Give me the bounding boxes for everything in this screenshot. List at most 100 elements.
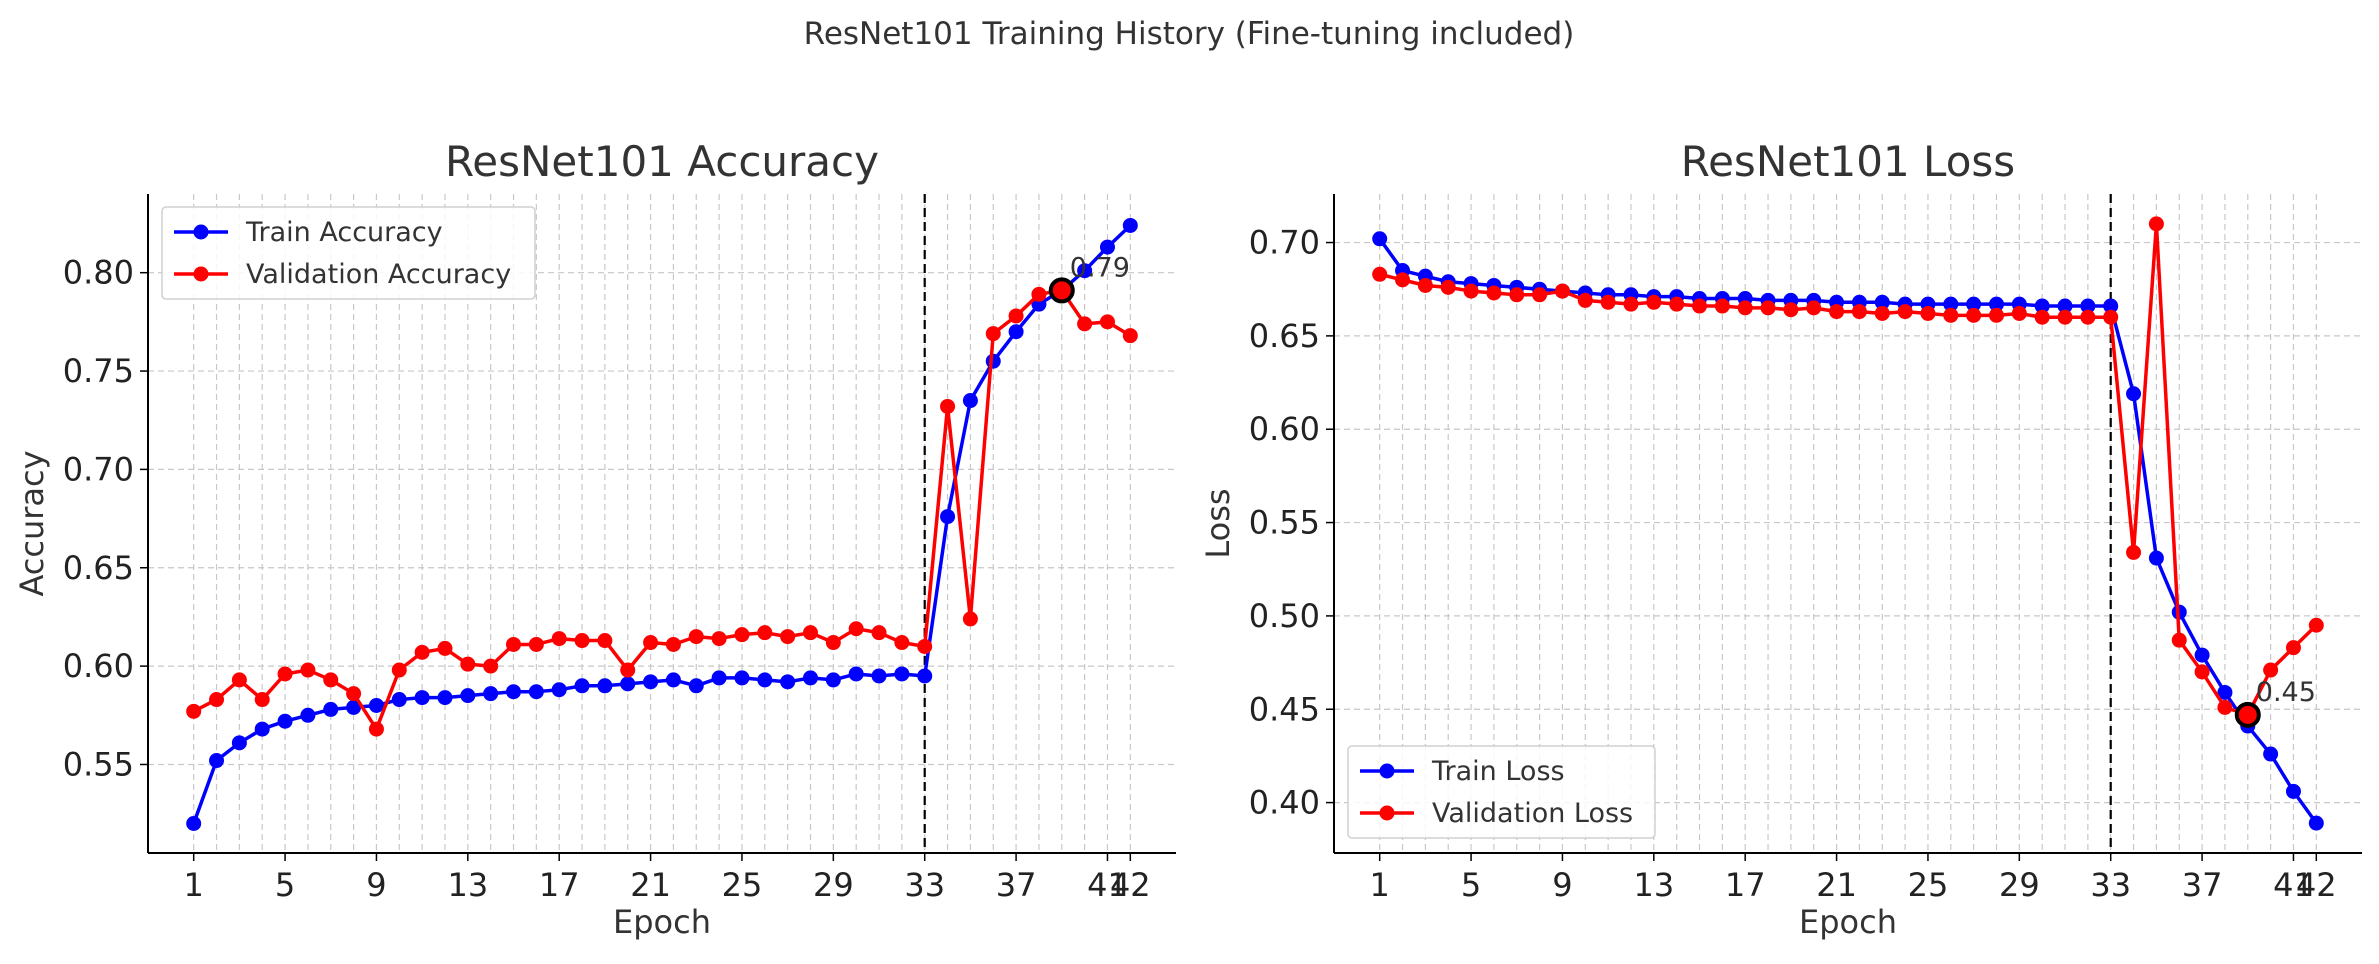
x-tick-label: 1 <box>184 866 204 904</box>
data-point <box>506 636 522 652</box>
data-point <box>1099 239 1115 255</box>
data-point <box>917 638 933 654</box>
y-axis-label: Loss <box>1199 488 1237 558</box>
data-point <box>1874 294 1890 310</box>
data-point <box>1943 307 1959 323</box>
data-point <box>437 640 453 656</box>
data-point <box>346 699 362 715</box>
x-tick-label: 37 <box>996 866 1037 904</box>
data-point <box>574 678 590 694</box>
data-point <box>780 629 796 645</box>
data-point <box>300 662 316 678</box>
legend-label: Train Accuracy <box>245 217 443 248</box>
data-point <box>323 672 339 688</box>
x-tick-label: 9 <box>1552 866 1572 904</box>
data-point <box>620 676 636 692</box>
data-point <box>368 697 384 713</box>
data-point <box>1417 277 1433 293</box>
data-point <box>917 668 933 684</box>
data-point <box>186 815 202 831</box>
data-point <box>1395 272 1411 288</box>
data-point <box>848 621 864 637</box>
data-point <box>254 692 270 708</box>
best-point-label: 0.79 <box>1070 252 1130 283</box>
data-point <box>2217 684 2233 700</box>
x-tick-label: 13 <box>447 866 488 904</box>
data-point <box>2217 699 2233 715</box>
legend-label: Validation Accuracy <box>246 259 511 290</box>
data-point <box>209 692 225 708</box>
data-point <box>2057 309 2073 325</box>
data-point <box>1806 300 1822 316</box>
data-point <box>209 753 225 769</box>
data-point <box>186 703 202 719</box>
data-point <box>460 688 476 704</box>
x-tick-label: 41 <box>2273 866 2314 904</box>
data-point <box>1008 324 1024 340</box>
y-tick-label: 0.70 <box>63 450 134 488</box>
y-tick-label: 0.55 <box>63 745 134 783</box>
data-point <box>962 393 978 409</box>
data-point <box>2308 815 2324 831</box>
data-point <box>460 656 476 672</box>
data-point <box>643 635 659 651</box>
data-point <box>2194 647 2210 663</box>
data-point <box>414 690 430 706</box>
y-tick-label: 0.80 <box>63 254 134 292</box>
x-axis-label: Epoch <box>1799 903 1897 941</box>
data-point <box>597 678 613 694</box>
data-point <box>1897 304 1913 320</box>
x-tick-label: 29 <box>1999 866 2040 904</box>
data-point <box>2034 309 2050 325</box>
data-point <box>1966 307 1982 323</box>
data-point <box>825 635 841 651</box>
y-axis-label: Accuracy <box>13 450 51 596</box>
y-tick-label: 0.75 <box>63 352 134 390</box>
series-validation <box>1372 216 2324 723</box>
data-point <box>802 625 818 641</box>
x-tick-label: 17 <box>1725 866 1766 904</box>
data-point <box>1646 294 1662 310</box>
chart-title: ResNet101 Accuracy <box>445 137 879 186</box>
series-validation <box>186 282 1138 737</box>
data-point <box>894 666 910 682</box>
data-point <box>528 636 544 652</box>
data-point <box>1077 263 1093 279</box>
x-tick-label: 25 <box>722 866 763 904</box>
data-point <box>2080 309 2096 325</box>
data-point <box>2285 640 2301 656</box>
x-tick-label: 33 <box>904 866 945 904</box>
best-point-marker <box>2234 701 2261 728</box>
data-point <box>1122 217 1138 233</box>
x-tick-label: 21 <box>1816 866 1857 904</box>
data-point <box>506 684 522 700</box>
data-point <box>1122 328 1138 344</box>
data-point <box>231 672 247 688</box>
data-point <box>254 721 270 737</box>
data-point <box>1851 304 1867 320</box>
data-point <box>1077 316 1093 332</box>
data-point <box>1760 300 1776 316</box>
data-point <box>1440 279 1456 295</box>
data-point <box>1692 298 1708 314</box>
legend: Train Loss Validation Loss <box>1347 745 1656 839</box>
x-tick-label: 37 <box>2182 866 2223 904</box>
data-point <box>2126 386 2142 402</box>
data-point <box>1966 296 1982 312</box>
data-point <box>1486 285 1502 301</box>
x-tick-label: 21 <box>630 866 671 904</box>
data-point <box>277 713 293 729</box>
data-point <box>2080 298 2096 314</box>
data-point <box>940 398 956 414</box>
data-point <box>323 701 339 717</box>
y-tick-label: 0.40 <box>1249 784 1320 822</box>
data-point <box>871 625 887 641</box>
y-tick-label: 0.50 <box>1249 597 1320 635</box>
chart-title: ResNet101 Loss <box>1681 137 2015 186</box>
x-tick-label: 25 <box>1908 866 1949 904</box>
data-point <box>1669 296 1685 312</box>
y-tick-label: 0.60 <box>1249 410 1320 448</box>
y-tick-label: 0.65 <box>1249 317 1320 355</box>
data-point <box>1031 286 1047 302</box>
